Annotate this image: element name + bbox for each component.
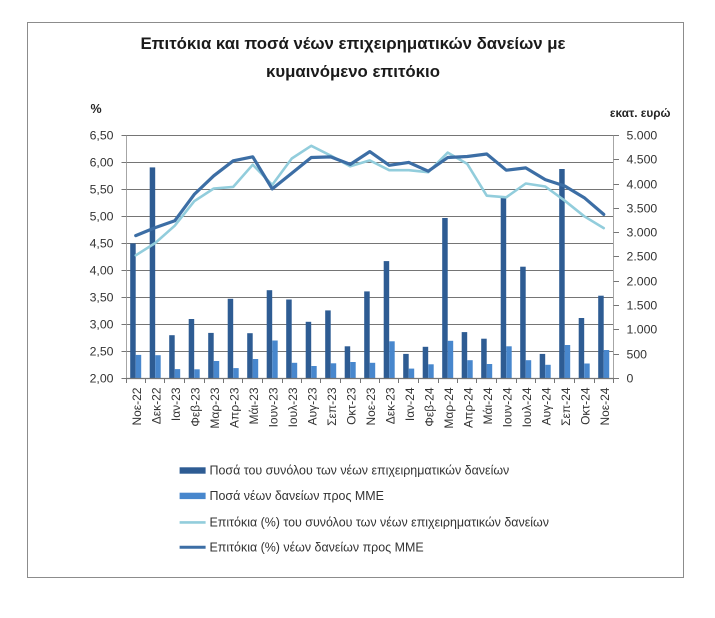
svg-text:5.000: 5.000 bbox=[627, 129, 658, 143]
svg-text:Νοε-22: Νοε-22 bbox=[130, 387, 144, 425]
svg-text:Φεβ-24: Φεβ-24 bbox=[422, 387, 436, 426]
svg-text:Ιαν-23: Ιαν-23 bbox=[169, 387, 183, 421]
svg-text:500: 500 bbox=[627, 348, 648, 362]
svg-text:1.000: 1.000 bbox=[627, 323, 658, 337]
svg-text:3,00: 3,00 bbox=[90, 318, 114, 332]
svg-text:4.000: 4.000 bbox=[627, 178, 658, 192]
svg-text:Επιτόκια (%) του συνόλου των ν: Επιτόκια (%) του συνόλου των νέων επιχει… bbox=[210, 516, 549, 530]
svg-text:Ιουν-24: Ιουν-24 bbox=[500, 387, 514, 427]
svg-text:Ποσά νέων δανείων προς ΜΜΕ: Ποσά νέων δανείων προς ΜΜΕ bbox=[210, 489, 384, 503]
svg-text:εκατ. ευρώ: εκατ. ευρώ bbox=[610, 106, 671, 120]
svg-text:Επιτόκια (%) νέων δανείων προς: Επιτόκια (%) νέων δανείων προς ΜΜΕ bbox=[210, 540, 424, 554]
svg-text:Επιτόκια και ποσά νέων επιχειρ: Επιτόκια και ποσά νέων επιχειρηματικών δ… bbox=[140, 34, 565, 53]
svg-text:2,00: 2,00 bbox=[90, 372, 114, 386]
svg-text:2.500: 2.500 bbox=[627, 250, 658, 264]
svg-text:Μάι-24: Μάι-24 bbox=[481, 387, 495, 424]
svg-text:2,50: 2,50 bbox=[90, 345, 114, 359]
svg-text:2.000: 2.000 bbox=[627, 275, 658, 289]
svg-text:0: 0 bbox=[627, 372, 634, 386]
svg-text:Νοε-23: Νοε-23 bbox=[364, 387, 378, 425]
svg-text:Μαρ-23: Μαρ-23 bbox=[208, 387, 222, 428]
svg-text:%: % bbox=[91, 102, 102, 116]
svg-text:Σεπ-23: Σεπ-23 bbox=[325, 387, 339, 426]
svg-text:Μαρ-24: Μαρ-24 bbox=[442, 387, 456, 428]
svg-text:Ιουλ-24: Ιουλ-24 bbox=[520, 387, 534, 427]
svg-text:Απρ-24: Απρ-24 bbox=[461, 387, 475, 428]
svg-text:Οκτ-23: Οκτ-23 bbox=[344, 387, 358, 425]
svg-text:Δεκ-22: Δεκ-22 bbox=[149, 387, 163, 424]
svg-text:Δεκ-23: Δεκ-23 bbox=[383, 387, 397, 424]
svg-text:Ποσά του συνόλου των νέων επιχ: Ποσά του συνόλου των νέων επιχειρηματικώ… bbox=[210, 464, 510, 478]
svg-text:6,50: 6,50 bbox=[90, 129, 114, 143]
svg-text:6,00: 6,00 bbox=[90, 156, 114, 170]
svg-text:Νοε-24: Νοε-24 bbox=[598, 387, 612, 425]
svg-text:1.500: 1.500 bbox=[627, 299, 658, 313]
svg-text:Οκτ-24: Οκτ-24 bbox=[578, 387, 592, 425]
svg-text:3.000: 3.000 bbox=[627, 226, 658, 240]
svg-text:3.500: 3.500 bbox=[627, 202, 658, 216]
svg-text:Ιαν-24: Ιαν-24 bbox=[403, 387, 417, 421]
svg-text:4.500: 4.500 bbox=[627, 153, 658, 167]
svg-text:4,50: 4,50 bbox=[90, 237, 114, 251]
svg-text:Ιουν-23: Ιουν-23 bbox=[266, 387, 280, 427]
svg-text:3,50: 3,50 bbox=[90, 291, 114, 305]
svg-text:κυμαινόμενο επιτόκιο: κυμαινόμενο επιτόκιο bbox=[266, 62, 440, 81]
svg-text:4,00: 4,00 bbox=[90, 264, 114, 278]
svg-text:Ιουλ-23: Ιουλ-23 bbox=[286, 387, 300, 427]
svg-text:Σεπ-24: Σεπ-24 bbox=[559, 387, 573, 426]
svg-text:5,50: 5,50 bbox=[90, 183, 114, 197]
svg-text:Μάι-23: Μάι-23 bbox=[247, 387, 261, 424]
svg-text:Φεβ-23: Φεβ-23 bbox=[188, 387, 202, 426]
svg-text:Αυγ-23: Αυγ-23 bbox=[305, 387, 319, 425]
svg-text:Αυγ-24: Αυγ-24 bbox=[539, 387, 553, 425]
svg-text:Απρ-23: Απρ-23 bbox=[227, 387, 241, 428]
svg-text:5,00: 5,00 bbox=[90, 210, 114, 224]
